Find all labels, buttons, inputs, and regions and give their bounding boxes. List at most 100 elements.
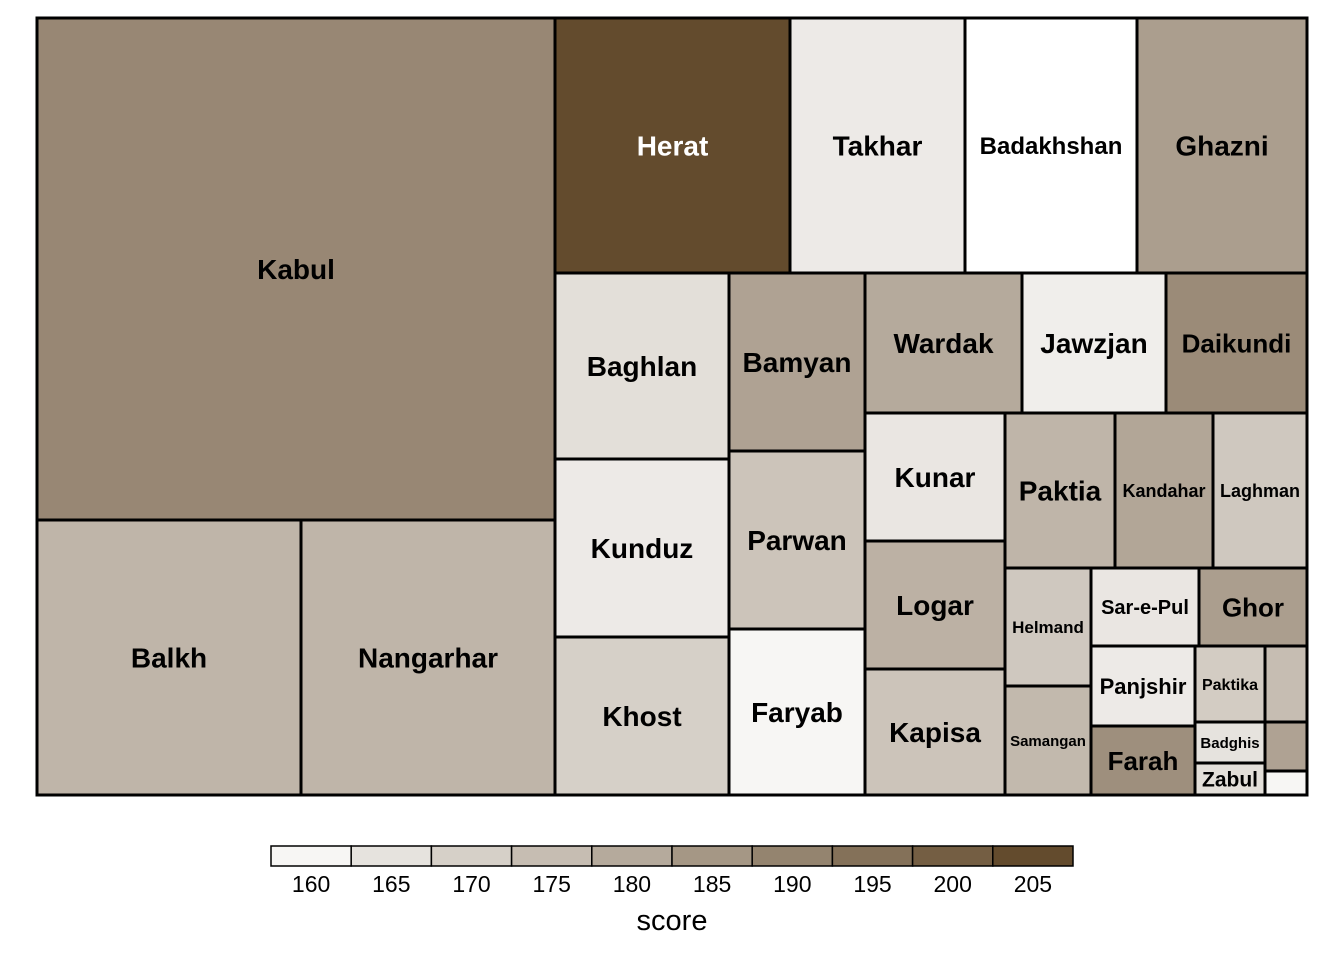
tile-rect xyxy=(863,539,1007,671)
tile-label: Samangan xyxy=(1010,733,1086,750)
tile-rect xyxy=(1263,644,1309,724)
tile-label: Baghlan xyxy=(587,351,697,382)
tile-ghazni: Ghazni xyxy=(1135,16,1309,275)
legend-tick-label: 165 xyxy=(372,871,410,897)
tile-label: Badakhshan xyxy=(980,133,1123,160)
tile-label: Parwan xyxy=(747,525,847,556)
tile-rect xyxy=(963,16,1139,275)
tile-bamyan: Bamyan xyxy=(727,271,867,453)
legend-swatch xyxy=(591,845,673,867)
tile-label: Ghazni xyxy=(1175,131,1268,162)
tile-samangan: Samangan xyxy=(1003,684,1093,797)
legend-tick-label: 185 xyxy=(693,871,731,897)
tile-rect xyxy=(553,271,731,461)
legend-tick-label: 195 xyxy=(853,871,891,897)
color-legend: 160 165 170 175 180 185 190 195 200 205 score xyxy=(270,845,1074,937)
legend-swatch xyxy=(751,845,834,867)
tile-logar: Logar xyxy=(863,539,1007,671)
legend-swatches xyxy=(270,845,1074,867)
tile-label: Balkh xyxy=(131,643,207,674)
tile-label: Herat xyxy=(637,131,709,162)
tile-herat: Herat xyxy=(553,16,792,275)
tile-ghor: Ghor xyxy=(1197,566,1309,648)
tile-label: Helmand xyxy=(1012,618,1084,637)
tile-baghlan: Baghlan xyxy=(553,271,731,461)
tile-unlabeled-31 xyxy=(1263,720,1309,773)
tile-khost: Khost xyxy=(553,635,731,797)
tile-rect xyxy=(1211,411,1309,570)
tile-kunar: Kunar xyxy=(863,411,1007,543)
tile-daikundi: Daikundi xyxy=(1164,271,1309,415)
legend-swatch xyxy=(350,845,433,867)
tile-rect xyxy=(1113,411,1215,570)
legend-swatch xyxy=(992,845,1074,867)
tile-zabul: Zabul xyxy=(1193,761,1267,797)
tile-badghis: Badghis xyxy=(1193,720,1267,765)
tile-label: Kabul xyxy=(257,254,335,285)
tile-label: Paktia xyxy=(1019,476,1102,507)
tile-rect xyxy=(553,457,731,639)
tile-parwan: Parwan xyxy=(727,449,867,631)
tile-label: Kunduz xyxy=(591,533,694,564)
tile-label: Daikundi xyxy=(1182,328,1292,358)
tile-label: Ghor xyxy=(1222,592,1284,622)
tile-laghman: Laghman xyxy=(1211,411,1309,570)
tile-rect xyxy=(1193,761,1267,797)
tile-kunduz: Kunduz xyxy=(553,457,731,639)
legend-tick-label: 170 xyxy=(452,871,490,897)
tile-label: Khost xyxy=(602,701,681,732)
tile-rect xyxy=(1089,724,1197,797)
tile-label: Logar xyxy=(896,590,974,621)
tile-rect xyxy=(35,16,557,522)
legend-tick-label: 200 xyxy=(934,871,972,897)
tile-rect xyxy=(863,271,1024,415)
tile-label: Bamyan xyxy=(743,347,852,378)
tile-paktia: Paktia xyxy=(1003,411,1117,570)
legend-ticks: 160 165 170 175 180 185 190 195 200 205 xyxy=(292,871,1052,897)
tile-rect xyxy=(863,411,1007,543)
legend-tick-label: 205 xyxy=(1014,871,1052,897)
tile-unlabeled-28 xyxy=(1263,644,1309,724)
tile-label: Paktika xyxy=(1202,677,1258,694)
tile-jawzjan: Jawzjan xyxy=(1020,271,1168,415)
legend-swatch xyxy=(510,845,593,867)
tile-rect xyxy=(553,635,731,797)
legend-swatch xyxy=(671,845,753,867)
tile-label: Badghis xyxy=(1200,735,1259,752)
tile-rect xyxy=(727,627,867,797)
tile-label: Sar-e-Pul xyxy=(1101,597,1189,619)
tile-nangarhar: Nangarhar xyxy=(299,518,557,797)
tile-kandahar: Kandahar xyxy=(1113,411,1215,570)
tile-label: Kapisa xyxy=(889,717,981,748)
tile-kabul: Kabul xyxy=(35,16,557,522)
tile-rect xyxy=(1003,566,1093,688)
tile-label: Laghman xyxy=(1220,481,1300,501)
legend-swatch xyxy=(831,845,914,867)
tile-rect xyxy=(1197,566,1309,648)
tile-rect xyxy=(863,667,1007,797)
tile-label: Nangarhar xyxy=(358,643,498,674)
legend-tick-label: 160 xyxy=(292,871,330,897)
legend-swatch xyxy=(430,845,513,867)
tile-label: Kandahar xyxy=(1122,481,1205,501)
tile-label: Faryab xyxy=(751,697,843,728)
tile-wardak: Wardak xyxy=(863,271,1024,415)
tile-rect xyxy=(1263,720,1309,773)
tile-takhar: Takhar xyxy=(788,16,967,275)
legend-swatch xyxy=(270,845,352,867)
tile-farah: Farah xyxy=(1089,724,1197,797)
tile-paktika: Paktika xyxy=(1193,644,1267,724)
treemap-tiles: Kabul Balkh Nangarhar Herat Takhar Badakhshan… xyxy=(35,16,1309,797)
tile-label: Jawzjan xyxy=(1040,328,1147,359)
tile-label: Panjshir xyxy=(1100,674,1187,699)
legend-tick-label: 180 xyxy=(613,871,651,897)
tile-label: Farah xyxy=(1108,746,1179,776)
tile-balkh: Balkh xyxy=(35,518,303,797)
tile-rect xyxy=(299,518,557,797)
tile-helmand: Helmand xyxy=(1003,566,1093,688)
tile-rect xyxy=(1089,644,1197,728)
legend-tick-label: 175 xyxy=(533,871,571,897)
tile-faryab: Faryab xyxy=(727,627,867,797)
legend-title: score xyxy=(637,905,708,937)
